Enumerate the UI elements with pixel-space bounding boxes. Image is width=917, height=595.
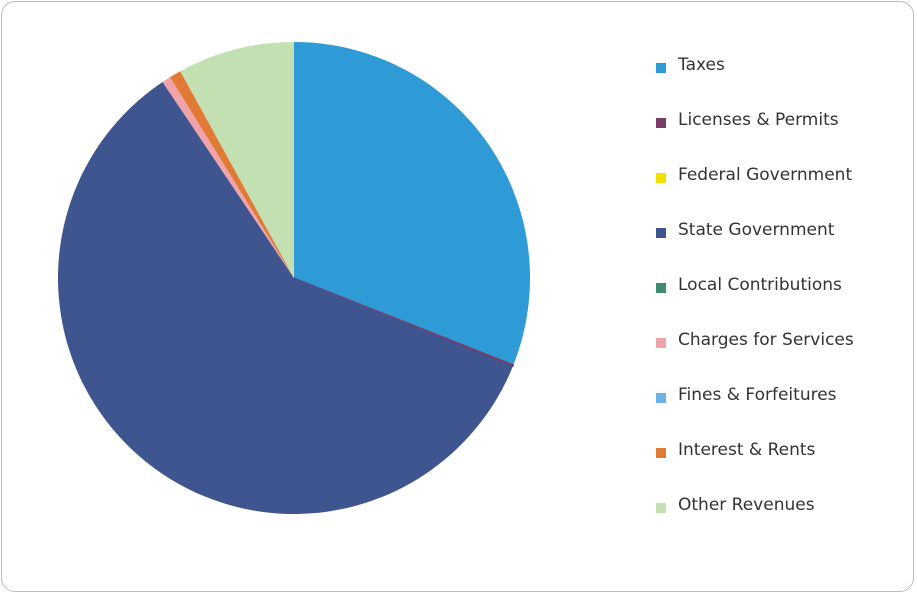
legend-item-licenses-and-permits: Licenses & Permits: [656, 110, 854, 165]
pie-slice-interest-and-rents: [170, 71, 294, 278]
legend-label: Other Revenues: [678, 495, 815, 515]
legend-item-federal-government: Federal Government: [656, 165, 854, 220]
legend-swatch: [656, 173, 666, 183]
pie-slice-licenses-and-permits: [293, 277, 515, 368]
pie-slice-taxes: [294, 42, 530, 365]
legend-label: Charges for Services: [678, 330, 854, 350]
legend-label: Federal Government: [678, 165, 853, 185]
legend-label: Interest & Rents: [678, 440, 816, 460]
pie-slices: [58, 42, 530, 514]
legend-label: Fines & Forfeitures: [678, 385, 837, 405]
legend-swatch: [656, 448, 666, 458]
legend-swatch: [656, 393, 666, 403]
legend-swatch: [656, 63, 666, 73]
legend-swatch: [656, 228, 666, 238]
legend-swatch: [656, 338, 666, 348]
legend-item-taxes: Taxes: [656, 55, 854, 110]
legend-item-fines-and-forfeitures: Fines & Forfeitures: [656, 385, 854, 440]
pie-slice-state-government: [58, 81, 513, 514]
legend-item-local-contributions: Local Contributions: [656, 275, 854, 330]
legend: Taxes Licenses & Permits Federal Governmen…: [656, 55, 854, 550]
legend-swatch: [656, 283, 666, 293]
legend-item-charges-for-services: Charges for Services: [656, 330, 854, 385]
legend-item-state-government: State Government: [656, 220, 854, 275]
legend-swatch: [656, 118, 666, 128]
legend-swatch: [656, 503, 666, 513]
pie-slice-other-revenues: [180, 42, 294, 278]
pie-slice-charges-for-services: [162, 77, 294, 278]
legend-item-other-revenues: Other Revenues: [656, 495, 854, 550]
legend-label: Local Contributions: [678, 275, 842, 295]
legend-label: Licenses & Permits: [678, 110, 839, 130]
legend-item-interest-and-rents: Interest & Rents: [656, 440, 854, 495]
legend-label: Taxes: [678, 55, 725, 75]
legend-label: State Government: [678, 220, 835, 240]
